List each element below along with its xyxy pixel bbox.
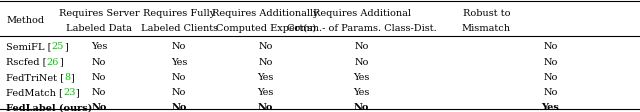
Text: FedLabel (ours): FedLabel (ours) <box>6 102 93 111</box>
Text: No: No <box>172 102 187 111</box>
Text: Comm.- of Params. Class-Dist.: Comm.- of Params. Class-Dist. <box>287 24 436 32</box>
Text: No: No <box>258 102 273 111</box>
Text: Rscfed [: Rscfed [ <box>6 57 47 66</box>
Text: Yes: Yes <box>171 57 188 66</box>
Text: 25: 25 <box>52 42 64 51</box>
Text: No: No <box>355 57 369 66</box>
Text: Rscfed [: Rscfed [ <box>6 57 47 66</box>
Text: Yes: Yes <box>541 102 559 111</box>
Text: ]: ] <box>64 42 68 51</box>
Text: No: No <box>172 72 186 81</box>
Text: No: No <box>92 102 107 111</box>
Text: Requires Server: Requires Server <box>59 9 140 18</box>
Text: Computed Expert(s): Computed Expert(s) <box>216 24 316 32</box>
Text: FedTriNet [: FedTriNet [ <box>6 72 64 81</box>
Text: Method: Method <box>6 16 45 25</box>
Text: 25: 25 <box>52 42 64 51</box>
Text: 23: 23 <box>63 87 76 96</box>
Text: ]: ] <box>59 57 63 66</box>
Text: Yes: Yes <box>257 72 274 81</box>
Text: FedMatch [: FedMatch [ <box>6 87 63 96</box>
Text: FedMatch [: FedMatch [ <box>6 87 63 96</box>
Text: Yes: Yes <box>353 87 370 96</box>
Text: No: No <box>354 102 369 111</box>
Text: No: No <box>543 42 557 51</box>
Text: No: No <box>92 87 106 96</box>
Text: SemiFL [: SemiFL [ <box>6 42 52 51</box>
Text: Requires Additionally: Requires Additionally <box>212 9 319 18</box>
Text: Robust to: Robust to <box>463 9 510 18</box>
Text: ]: ] <box>70 72 74 81</box>
Text: No: No <box>92 72 106 81</box>
Text: No: No <box>172 87 186 96</box>
Text: No: No <box>543 72 557 81</box>
Text: No: No <box>355 42 369 51</box>
Text: Yes: Yes <box>257 87 274 96</box>
Text: 26: 26 <box>47 57 59 66</box>
Text: No: No <box>92 57 106 66</box>
Text: Yes: Yes <box>353 72 370 81</box>
Text: Labeled Clients: Labeled Clients <box>141 24 218 32</box>
Text: No: No <box>259 42 273 51</box>
Text: No: No <box>259 57 273 66</box>
Text: No: No <box>172 42 186 51</box>
Text: Yes: Yes <box>91 42 108 51</box>
Text: 8: 8 <box>64 72 70 81</box>
Text: 23: 23 <box>63 87 76 96</box>
Text: 8: 8 <box>64 72 70 81</box>
Text: Mismatch: Mismatch <box>462 24 511 32</box>
Text: Requires Additional: Requires Additional <box>312 9 411 18</box>
Text: SemiFL [: SemiFL [ <box>6 42 52 51</box>
Text: Labeled Data: Labeled Data <box>67 24 132 32</box>
Text: No: No <box>543 57 557 66</box>
Text: No: No <box>543 87 557 96</box>
Text: 26: 26 <box>47 57 59 66</box>
Text: ]: ] <box>76 87 79 96</box>
Text: Requires Fully: Requires Fully <box>143 9 215 18</box>
Text: FedTriNet [: FedTriNet [ <box>6 72 64 81</box>
